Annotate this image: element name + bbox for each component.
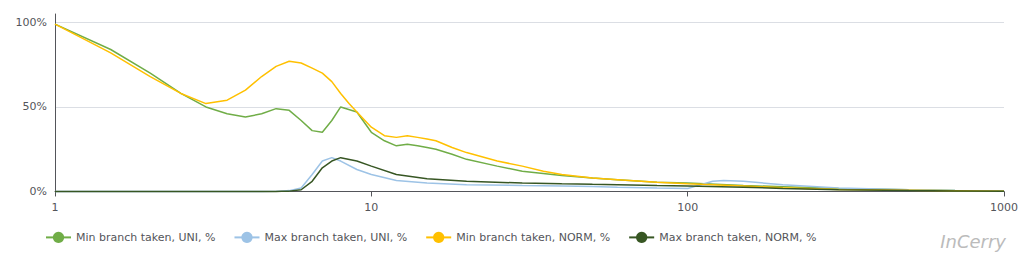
svg-text:Min branch taken, UNI, %: Min branch taken, UNI, % — [76, 231, 215, 244]
svg-text:1000: 1000 — [990, 201, 1018, 214]
svg-text:50%: 50% — [23, 100, 47, 113]
svg-text:100: 100 — [677, 201, 698, 214]
svg-text:0%: 0% — [30, 185, 47, 198]
svg-text:10: 10 — [364, 201, 378, 214]
svg-text:1: 1 — [52, 201, 59, 214]
svg-text:Max branch taken, UNI, %: Max branch taken, UNI, % — [264, 231, 407, 244]
svg-text:Max branch taken, NORM, %: Max branch taken, NORM, % — [659, 231, 816, 244]
svg-text:InCerry: InCerry — [940, 231, 1006, 252]
svg-text:100%: 100% — [16, 16, 47, 29]
svg-text:Min branch taken, NORM, %: Min branch taken, NORM, % — [456, 231, 610, 244]
